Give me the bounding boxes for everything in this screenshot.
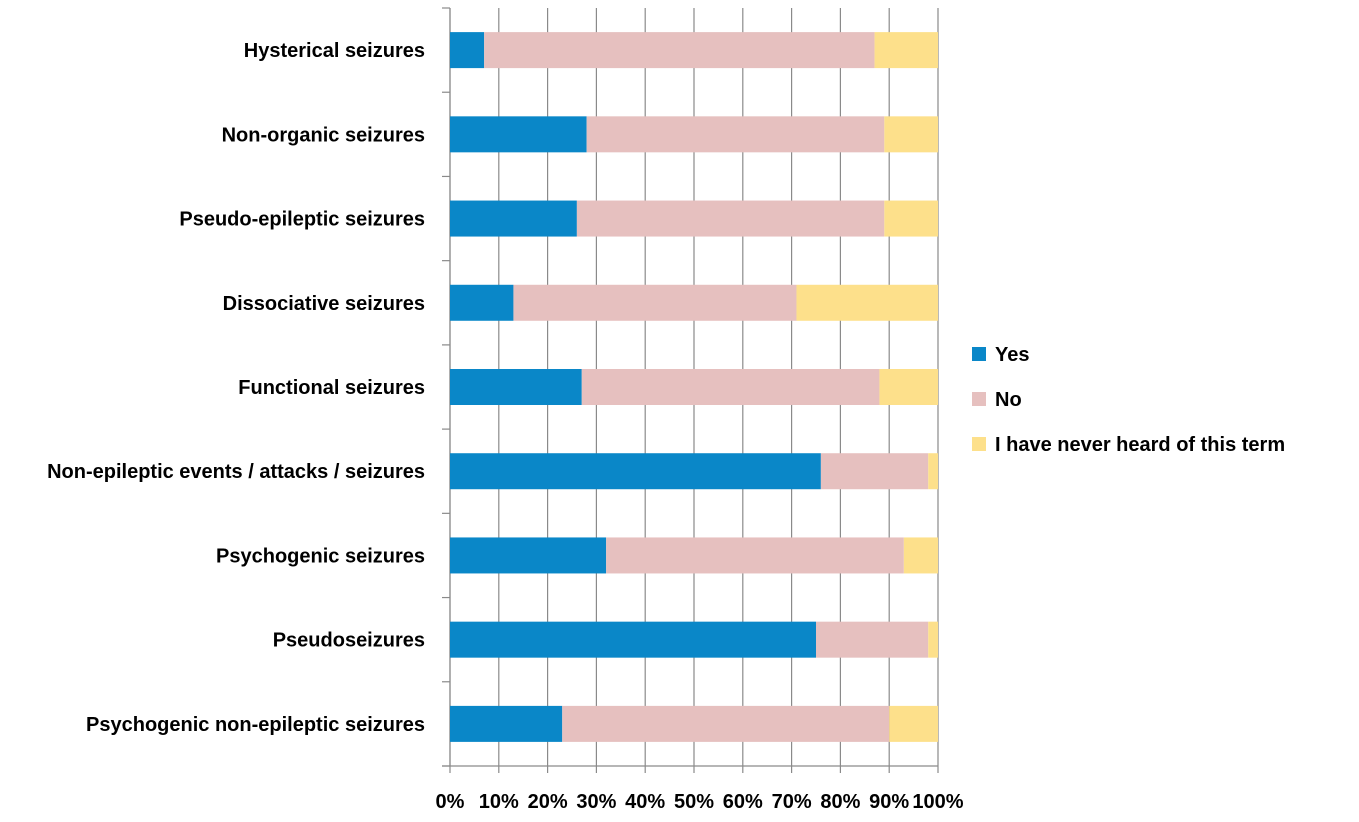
bar-segment — [889, 705, 938, 742]
bar-segment — [450, 32, 485, 69]
x-tick-label: 20% — [528, 791, 568, 813]
bar-segment — [576, 200, 885, 237]
category-label: Non-epileptic events / attacks / seizure… — [47, 461, 425, 483]
bar-segment — [903, 537, 938, 574]
bar-segment — [820, 453, 929, 490]
category-label: Psychogenic non-epileptic seizures — [86, 714, 425, 736]
bar-segment — [606, 537, 904, 574]
bar-segment — [586, 116, 885, 153]
category-label: Psychogenic seizures — [216, 545, 425, 567]
bar-segment — [450, 705, 563, 742]
legend-swatch — [972, 392, 986, 406]
bar-segment — [816, 621, 929, 658]
x-tick-label: 100% — [912, 791, 963, 813]
x-tick-label: 40% — [625, 791, 665, 813]
bar-segment — [513, 284, 797, 321]
x-tick-label: 70% — [772, 791, 812, 813]
bar-segment — [450, 116, 587, 153]
x-tick-label: 80% — [820, 791, 860, 813]
legend-label: I have never heard of this term — [995, 434, 1285, 456]
bar-segment — [928, 453, 938, 490]
x-tick-label: 30% — [576, 791, 616, 813]
bar-segment — [450, 284, 514, 321]
bar-segment — [884, 116, 938, 153]
category-label: Non-organic seizures — [222, 124, 425, 146]
bar-segment — [928, 621, 938, 658]
bar-segment — [450, 621, 816, 658]
x-tick-label: 90% — [869, 791, 909, 813]
category-label: Dissociative seizures — [223, 293, 425, 315]
bar-segment — [796, 284, 938, 321]
x-tick-label: 50% — [674, 791, 714, 813]
bar-segment — [484, 32, 875, 69]
x-tick-label: 0% — [436, 791, 465, 813]
category-label: Pseudoseizures — [273, 630, 425, 652]
bar-segment — [562, 705, 890, 742]
category-label: Hysterical seizures — [244, 40, 425, 62]
bar-segment — [581, 369, 880, 405]
bar-segment — [450, 537, 607, 574]
bar-segment — [884, 200, 938, 237]
category-label: Functional seizures — [238, 377, 425, 399]
bar-segment — [874, 32, 938, 69]
x-tick-label: 60% — [723, 791, 763, 813]
bar-segment — [450, 453, 821, 490]
bar-segment — [450, 200, 577, 237]
legend-label: Yes — [995, 344, 1029, 366]
bar-segment — [879, 369, 938, 405]
legend-swatch — [972, 437, 986, 451]
legend-swatch — [972, 347, 986, 361]
legend-label: No — [995, 389, 1022, 411]
category-label: Pseudo-epileptic seizures — [179, 209, 425, 231]
x-tick-label: 10% — [479, 791, 519, 813]
bar-segment — [450, 369, 582, 405]
